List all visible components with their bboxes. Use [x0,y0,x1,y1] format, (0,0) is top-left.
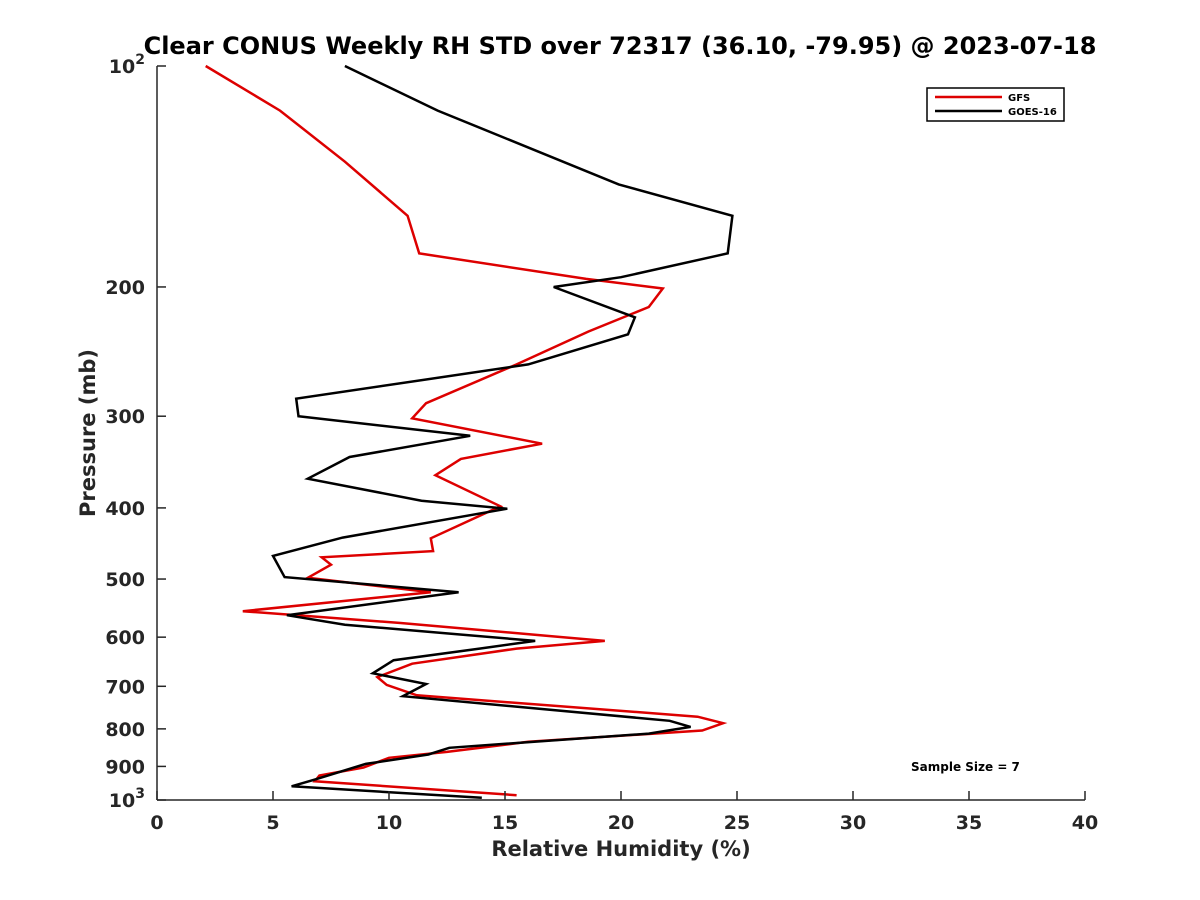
x-tick-label: 15 [492,812,518,834]
x-tick-label: 30 [840,812,866,834]
x-tick-label: 25 [724,812,750,834]
x-tick-label: 0 [150,812,163,834]
legend: GFS GOES-16 [926,87,1065,122]
y-tick-label: 700 [105,676,145,698]
x-ticks: 0 5 10 15 20 25 30 35 40 [150,791,1098,834]
plot-area [157,66,1085,800]
legend-box [926,87,1065,122]
sample-size-annotation: Sample Size = 7 [911,760,1020,774]
y-tick-label: 103 [109,786,145,812]
y-tick-label: 400 [105,498,145,520]
chart-title: Clear CONUS Weekly RH STD over 72317 (36… [144,32,1097,60]
y-tick-label: 200 [105,277,145,299]
y-ticks: 102 200 300 400 500 600 700 800 900 103 [105,52,166,812]
y-tick-label: 102 [109,52,145,78]
y-tick-label: 500 [105,569,145,591]
x-tick-label: 5 [266,812,279,834]
x-tick-label: 10 [376,812,402,834]
x-tick-label: 20 [608,812,634,834]
y-axis-label: Pressure (mb) [76,349,100,517]
y-tick-label: 900 [105,756,145,778]
series-line-goes-16 [271,64,734,800]
series-layer [205,64,734,800]
x-axis-label: Relative Humidity (%) [491,837,750,861]
y-tick-label: 800 [105,719,145,741]
y-tick-label: 300 [105,406,145,428]
x-tick-label: 35 [956,812,982,834]
legend-label-goes-16: GOES-16 [1008,107,1057,118]
legend-label-gfs: GFS [1008,93,1030,104]
y-tick-label: 600 [105,627,145,649]
x-tick-label: 40 [1072,812,1098,834]
